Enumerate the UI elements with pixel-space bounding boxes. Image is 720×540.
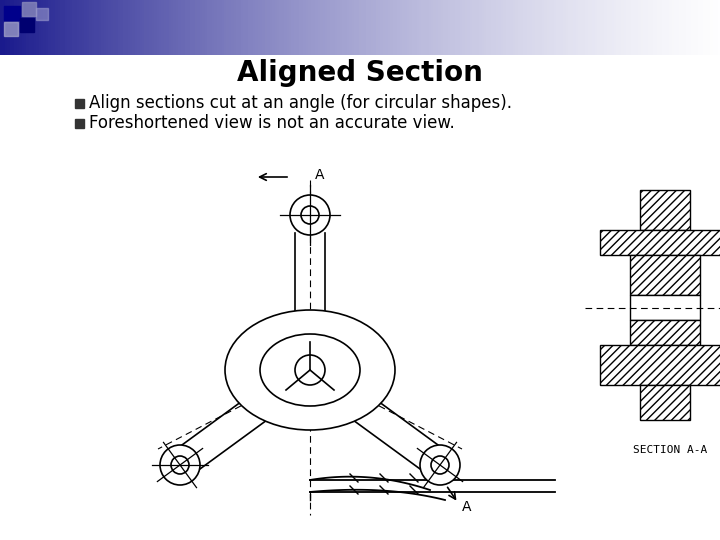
Bar	[630, 295, 700, 320]
Text: Aligned Section: Aligned Section	[237, 59, 483, 87]
Text: A: A	[462, 500, 472, 514]
Bar	[640, 190, 690, 230]
Bar	[640, 385, 690, 420]
Bar	[22, 2, 36, 16]
Bar	[75, 119, 84, 128]
Ellipse shape	[225, 310, 395, 430]
Circle shape	[171, 456, 189, 474]
Bar	[75, 99, 84, 108]
Bar	[630, 320, 700, 345]
Circle shape	[160, 445, 200, 485]
Circle shape	[301, 206, 319, 224]
Bar	[4, 6, 20, 20]
Circle shape	[420, 445, 460, 485]
Bar	[36, 8, 48, 20]
Ellipse shape	[260, 334, 360, 406]
Text: Foreshortened view is not an accurate view.: Foreshortened view is not an accurate vi…	[89, 114, 455, 132]
Text: Align sections cut at an angle (for circular shapes).: Align sections cut at an angle (for circ…	[89, 94, 512, 112]
Bar	[20, 18, 34, 32]
Bar	[600, 230, 720, 255]
Circle shape	[290, 195, 330, 235]
Bar	[600, 345, 720, 385]
Circle shape	[431, 456, 449, 474]
Text: SECTION A-A: SECTION A-A	[633, 445, 707, 455]
Circle shape	[295, 355, 325, 385]
Text: A: A	[315, 168, 325, 182]
Bar	[4, 22, 18, 36]
Bar	[630, 255, 700, 295]
